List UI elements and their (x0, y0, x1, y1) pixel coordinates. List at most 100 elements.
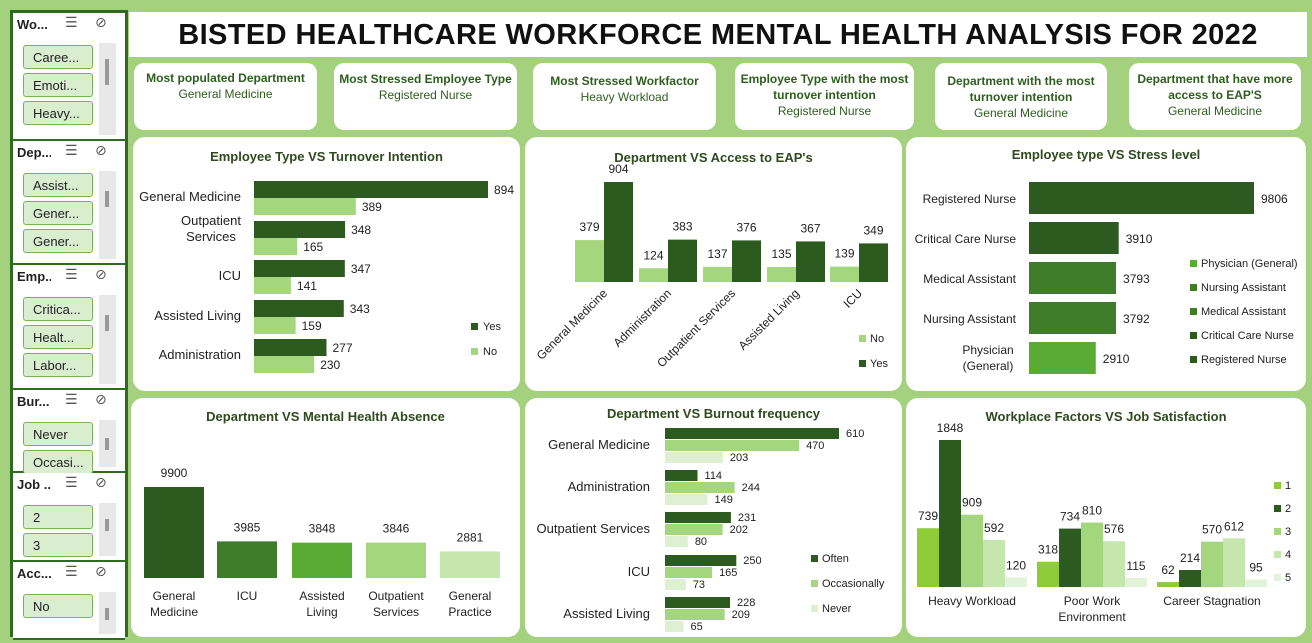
bar (767, 267, 796, 282)
slicer-scrollbar[interactable] (99, 295, 116, 384)
chart-card-absence: Department VS Mental Health Absence 9900… (131, 398, 520, 637)
bar (254, 260, 345, 277)
bar (575, 240, 604, 282)
data-label: 3792 (1123, 312, 1150, 326)
bar (830, 266, 859, 282)
data-label: 470 (806, 440, 824, 452)
multi-select-icon[interactable]: ☰ (65, 392, 78, 408)
data-label: 73 (693, 579, 705, 591)
data-label: 909 (962, 496, 982, 510)
category-label: Outpatient Services (537, 521, 651, 536)
data-label: 3985 (234, 520, 261, 534)
bar (796, 241, 825, 282)
kpi-card: Most populated Department General Medicin… (134, 63, 317, 130)
slicer-scroll-thumb[interactable] (105, 315, 109, 331)
clear-filter-icon[interactable]: ⊘ (95, 267, 107, 283)
category-label: ICU (628, 564, 650, 579)
multi-select-icon[interactable]: ☰ (65, 15, 78, 31)
data-label: 62 (1161, 563, 1175, 577)
category-label: General Medicine (139, 189, 241, 204)
bar (1157, 582, 1179, 587)
bar (665, 609, 725, 620)
data-label: 383 (672, 220, 692, 234)
slicer-item[interactable]: 3 (23, 533, 93, 557)
data-label: 165 (303, 240, 323, 254)
slicer-item[interactable]: Labor... (23, 353, 93, 377)
slicer-item[interactable]: Emoti... (23, 73, 93, 97)
category-label: General Medicine (150, 589, 198, 619)
data-label: 2910 (1103, 352, 1130, 366)
clear-filter-icon[interactable]: ⊘ (95, 564, 107, 580)
bar (292, 542, 352, 578)
slicer-scroll-thumb[interactable] (105, 608, 109, 620)
data-label: 3846 (383, 522, 410, 536)
bar (1081, 522, 1103, 587)
category-label: General Practice (448, 589, 492, 619)
legend-label: Critical Care Nurse (1201, 330, 1294, 342)
clear-filter-icon[interactable]: ⊘ (95, 392, 107, 408)
slicer-panel: Wo... ☰ ⊘ Caree... Emoti... Heavy... Dep... ☰ ⊘ A… (10, 10, 128, 640)
slicer-scroll-thumb[interactable] (105, 191, 109, 207)
category-label: Medical Assistant (923, 272, 1016, 286)
slicer-title: Wo... (17, 17, 48, 32)
slicer-item[interactable]: Gener... (23, 201, 93, 225)
bar (366, 542, 426, 578)
slicer-scroll-thumb[interactable] (105, 59, 109, 85)
data-label: 389 (362, 200, 382, 214)
page-title: BISTED HEALTHCARE WORKFORCE MENTAL HEALT… (129, 12, 1307, 57)
bar (440, 551, 500, 578)
data-label: 379 (579, 220, 599, 234)
legend-swatch (1274, 482, 1281, 489)
clear-filter-icon[interactable]: ⊘ (95, 143, 107, 159)
slicer-scrollbar[interactable] (99, 420, 116, 467)
slicer-item[interactable]: 2 (23, 505, 93, 529)
data-label: 149 (715, 494, 733, 506)
slicer-scrollbar[interactable] (99, 503, 116, 556)
data-label: 135 (771, 247, 791, 261)
bar (665, 567, 713, 578)
kpi-value: Registered Nurse (378, 88, 473, 102)
slicer-item[interactable]: Critica... (23, 297, 93, 321)
bar (1125, 577, 1147, 587)
bar (665, 428, 839, 439)
multi-select-icon[interactable]: ☰ (65, 143, 78, 159)
burnout-chart: 610 470 203 General Medicine 114 244 149 Admini… (537, 428, 885, 633)
data-label: 244 (742, 482, 760, 494)
category-label: General Medicine (534, 286, 611, 363)
multi-select-icon[interactable]: ☰ (65, 564, 78, 580)
slicer-item[interactable]: Assist... (23, 173, 93, 197)
slicer-scrollbar[interactable] (99, 43, 116, 135)
clear-filter-icon[interactable]: ⊘ (95, 15, 107, 31)
slicer-item[interactable]: No (23, 594, 93, 618)
multi-select-icon[interactable]: ☰ (65, 475, 78, 491)
slicer-item[interactable]: Never (23, 422, 93, 446)
bar (254, 339, 327, 356)
bar (1245, 579, 1267, 587)
multi-select-icon[interactable]: ☰ (65, 267, 78, 283)
legend-swatch (1274, 574, 1281, 581)
chart-card-turnover: Employee Type VS Turnover Intention 894 3… (133, 137, 520, 391)
bar (604, 182, 633, 282)
slicer-scrollbar[interactable] (99, 592, 116, 634)
legend-swatch (1190, 284, 1197, 291)
category-label: Administration (159, 347, 241, 362)
slicer-scrollbar[interactable] (99, 171, 116, 259)
data-label: 376 (736, 220, 756, 234)
kpi-label: Employee Type with the most turnover int… (740, 72, 909, 102)
bar (144, 487, 204, 578)
absence-chart: 9900 General Medicine 3985 ICU 3848 Assisted Li… (144, 466, 500, 619)
turnover-chart: 894 389 General Medicine 348 165 Outpatient Se… (139, 181, 514, 373)
kpi-card: Employee Type with the most turnover int… (735, 63, 914, 130)
slicer-scroll-thumb[interactable] (105, 438, 109, 450)
slicer-item[interactable]: Caree... (23, 45, 93, 69)
slicer-item[interactable]: Occasi... (23, 450, 93, 474)
clear-filter-icon[interactable]: ⊘ (95, 475, 107, 491)
bar (665, 440, 800, 451)
slicer-scroll-thumb[interactable] (105, 519, 109, 531)
slicer-item[interactable]: Healt... (23, 325, 93, 349)
slicer-item[interactable]: Heavy... (23, 101, 93, 125)
chart-title: Department VS Mental Health Absence (206, 409, 445, 424)
bar (1179, 569, 1201, 587)
slicer-item[interactable]: Gener... (23, 229, 93, 253)
